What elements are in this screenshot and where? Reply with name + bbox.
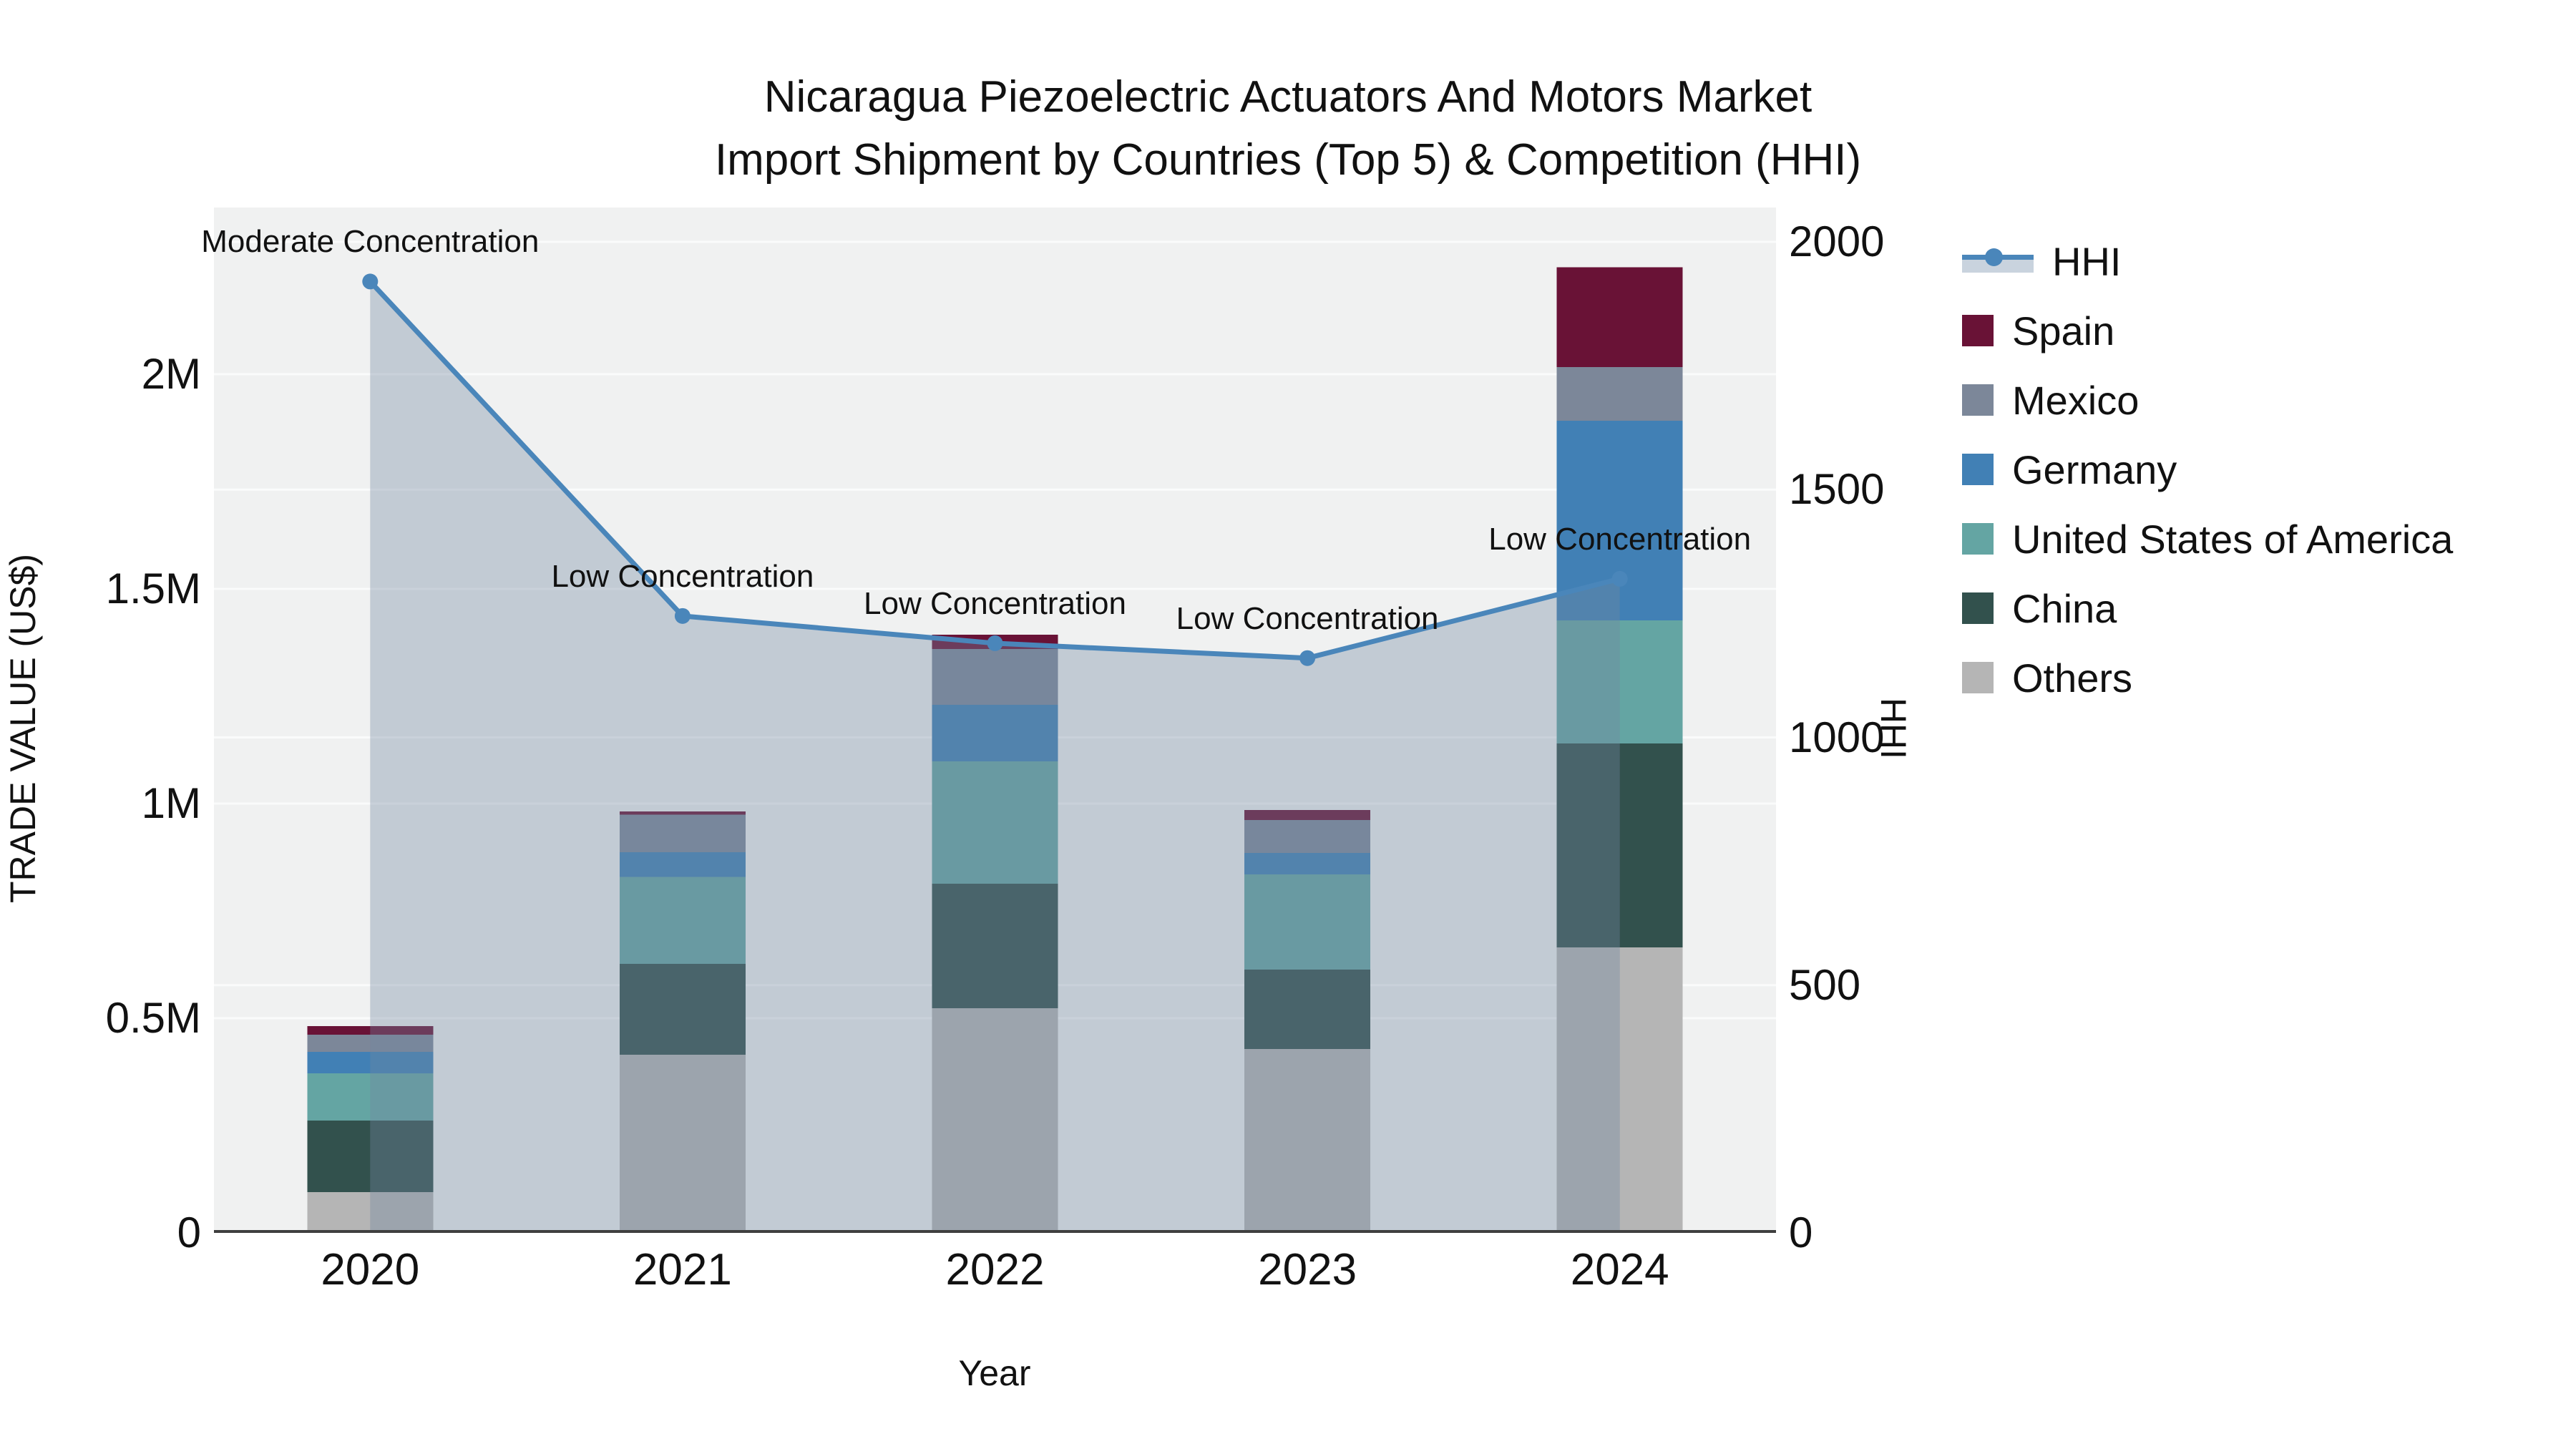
bar-segment-2020-others[interactable] [307,1192,434,1233]
legend-label: Others [2012,655,2133,701]
y2-tick-500: 500 [1789,960,1861,1009]
bar-segment-2020-united-states-of-america[interactable] [307,1073,434,1121]
y2-tick-0: 0 [1789,1209,1813,1257]
hhi-area-fill [370,281,1620,1233]
bar-segment-2024-china[interactable] [1556,743,1683,947]
bar-segment-2021-others[interactable] [619,1055,746,1233]
legend-swatch [1962,592,1994,624]
bar-segment-2023-united-states-of-america[interactable] [1244,874,1371,970]
legend-item-united-states-of-america[interactable]: United States of America [1962,516,2454,562]
chart-title: Nicaragua Piezoelectric Actuators And Mo… [0,66,2576,192]
x-tick-2023: 2023 [1258,1245,1357,1294]
hhi-marker-2024[interactable] [1611,570,1628,587]
bar-segment-2024-spain[interactable] [1556,267,1683,367]
annotation-2022: Low Concentration [864,585,1126,621]
bar-segment-2023-china[interactable] [1244,970,1371,1050]
y1-tick-1M: 1M [141,779,201,827]
bar-segment-2024-others[interactable] [1556,947,1683,1233]
hhi-marker-2022[interactable] [987,635,1003,651]
chart-title-line2: Import Shipment by Countries (Top 5) & C… [714,135,1862,185]
chart-title-line1: Nicaragua Piezoelectric Actuators And Mo… [763,72,1813,122]
bar-segment-2023-others[interactable] [1244,1049,1371,1233]
legend-item-spain[interactable]: Spain [1962,308,2453,353]
legend-label: HHI [2052,238,2122,284]
bar-segment-2022-mexico[interactable] [932,649,1058,705]
legend-label: Mexico [2012,377,2140,423]
bar-segment-2022-others[interactable] [932,1008,1058,1233]
hhi-dot-swatch [1985,248,2003,266]
x-tick-2021: 2021 [633,1245,732,1294]
bar-segment-2023-germany[interactable] [1244,853,1371,874]
bar-segment-2021-mexico[interactable] [619,814,746,852]
bar-segment-2021-china[interactable] [619,963,746,1055]
bar-segment-2022-united-states-of-america[interactable] [932,761,1058,884]
bar-segment-2024-united-states-of-america[interactable] [1556,620,1683,743]
legend-label: United States of America [2012,516,2454,562]
x-tick-2020: 2020 [321,1245,420,1294]
y2-tick-2000: 2000 [1789,218,1885,265]
bar-segment-2022-china[interactable] [932,884,1058,1009]
legend-swatch [1962,384,1994,416]
bar-segment-2021-spain[interactable] [619,811,746,815]
bar-segment-2023-mexico[interactable] [1244,819,1371,853]
hhi-marker-2021[interactable] [674,608,691,624]
y1-tick-2M: 2M [141,350,201,398]
y2-tick-1000: 1000 [1789,713,1885,761]
bar-segment-2021-germany[interactable] [619,852,746,877]
annotation-2024: Low Concentration [1488,521,1752,557]
hhi-marker-2023[interactable] [1299,650,1316,666]
legend-label: Spain [2012,308,2115,353]
plot-area[interactable] [214,208,1776,1233]
legend-label: China [2012,585,2117,631]
x-tick-2024: 2024 [1570,1245,1669,1294]
legend-label: Germany [2012,447,2177,492]
legend-swatch [1962,315,1994,346]
legend-item-mexico[interactable]: Mexico [1962,377,2453,423]
legend-swatch [1962,662,1994,693]
bar-segment-2023-spain[interactable] [1244,810,1371,820]
bar-segment-2020-germany[interactable] [307,1051,434,1073]
y-axis-left-title: TRADE VALUE (US$) [3,553,43,904]
bar-segment-2020-spain[interactable] [307,1025,434,1035]
bar-segment-2020-mexico[interactable] [307,1034,434,1052]
y1-tick-1.5M: 1.5M [105,565,201,613]
legend-item-others[interactable]: Others [1962,655,2453,701]
y1-tick-0: 0 [177,1209,201,1257]
annotation-2021: Low Concentration [551,558,814,594]
bar-segment-2020-china[interactable] [307,1120,434,1192]
legend-swatch [1962,454,1994,485]
annotation-2020: Moderate Concentration [201,224,540,260]
legend-item-china[interactable]: China [1962,585,2453,631]
x-tick-2022: 2022 [945,1245,1045,1294]
y-axis-right-title: HHI [1873,697,1913,760]
legend-swatch [1962,523,1994,555]
y2-tick-1500: 1500 [1789,465,1885,514]
hhi-band-swatch [1962,260,2034,273]
annotation-2023: Low Concentration [1176,600,1439,636]
legend-item-hhi[interactable]: HHI [1962,238,2453,284]
x-axis-title: Year [958,1353,1031,1393]
hhi-line-icon [1962,245,2034,277]
bar-segment-2021-united-states-of-america[interactable] [619,877,746,964]
hhi-marker-2020[interactable] [362,273,379,290]
legend-item-germany[interactable]: Germany [1962,447,2453,492]
bar-segment-2024-mexico[interactable] [1556,366,1683,421]
bar-segment-2022-germany[interactable] [932,705,1058,762]
y1-tick-0.5M: 0.5M [105,994,201,1042]
legend: HHI Spain Mexico Germany United States of Am… [1962,238,2454,701]
